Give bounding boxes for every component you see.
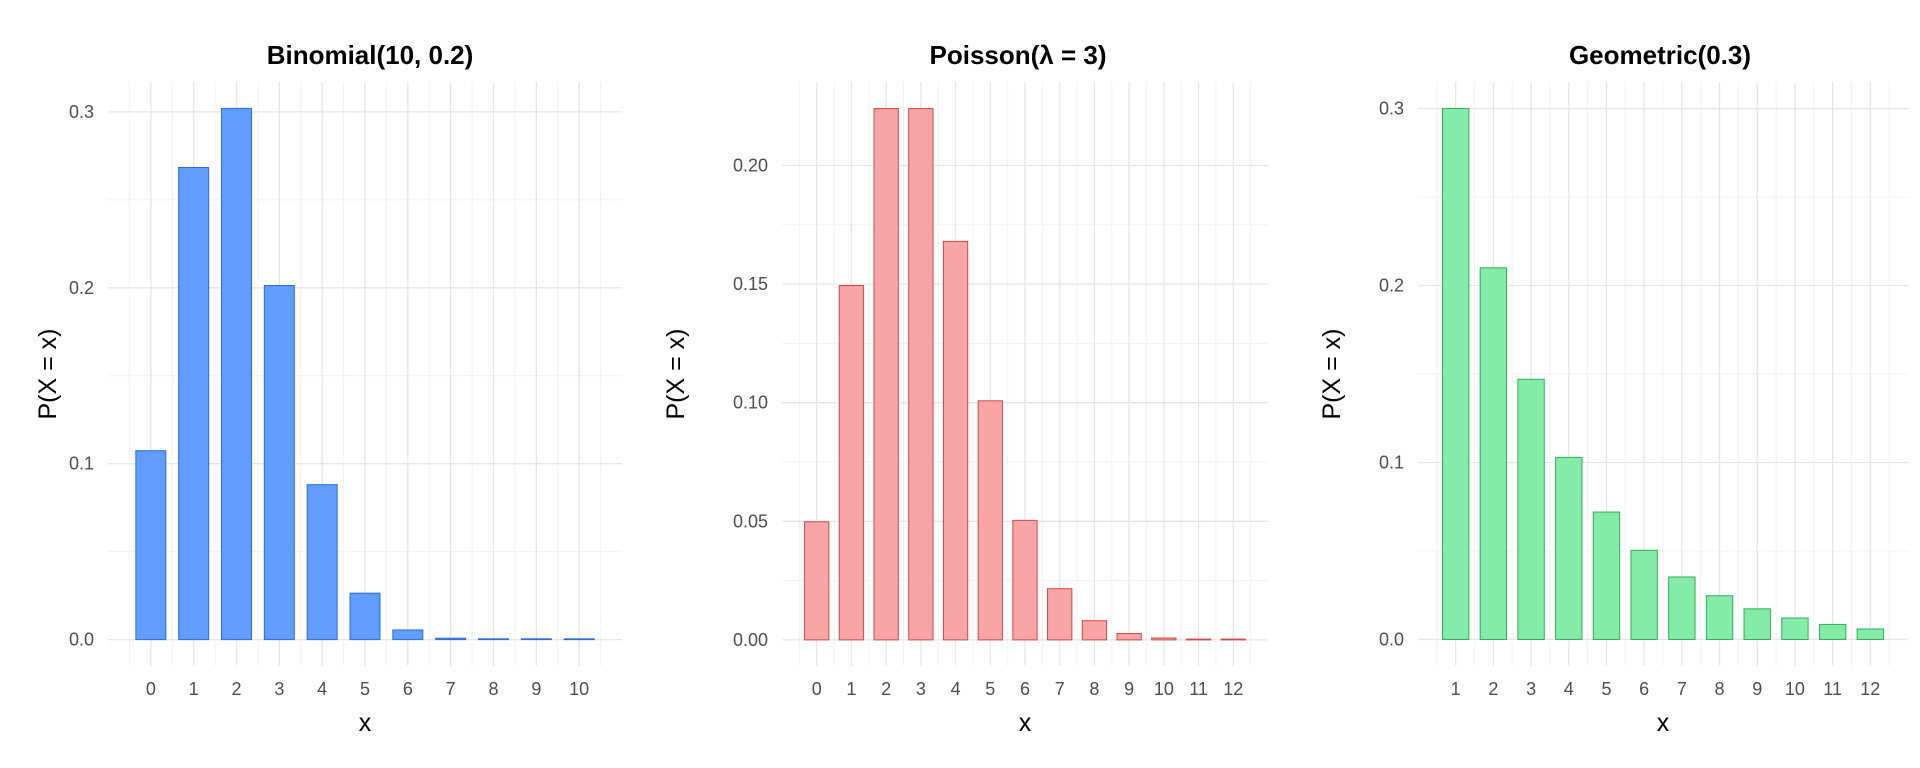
- bar-8: [478, 638, 509, 641]
- y-tick-label: 0.15: [733, 274, 768, 294]
- y-tick-label: 0.1: [69, 454, 94, 474]
- y-tick-label: 0.2: [1379, 276, 1404, 296]
- x-tick-label: 6: [403, 679, 413, 699]
- x-tick-label: 10: [1154, 679, 1174, 699]
- x-tick-label: 7: [1055, 679, 1065, 699]
- bar-1: [178, 166, 210, 641]
- x-tick-label: 9: [1752, 679, 1762, 699]
- bar-7: [1668, 576, 1696, 640]
- bar-8: [1705, 595, 1734, 640]
- y-tick-label: 0.2: [69, 278, 94, 298]
- x-axis-title: x: [1019, 709, 1032, 737]
- bar-5: [977, 400, 1003, 641]
- bar-10: [1781, 617, 1809, 640]
- x-tick-label: 9: [1124, 679, 1134, 699]
- bar-0: [135, 450, 167, 641]
- panel-title: Binomial(10, 0.2): [267, 40, 474, 70]
- bar-6: [1012, 519, 1038, 641]
- x-tick-label: 12: [1860, 679, 1880, 699]
- bar-11: [1818, 623, 1847, 640]
- y-axis-title: P(X = x): [34, 329, 62, 420]
- x-tick-label: 0: [812, 679, 822, 699]
- bar-4: [942, 240, 969, 641]
- x-tick-label: 5: [360, 679, 370, 699]
- bar-5: [1592, 511, 1621, 640]
- bar-6: [392, 629, 424, 641]
- x-tick-label: 7: [1677, 679, 1687, 699]
- bar-6: [1630, 549, 1658, 640]
- bar-10: [1151, 637, 1177, 641]
- panel-title: Poisson(λ = 3): [930, 40, 1107, 70]
- x-tick-label: 11: [1189, 679, 1208, 699]
- x-tick-label: 5: [985, 679, 995, 699]
- y-tick-label: 0.3: [1379, 99, 1404, 119]
- x-tick-label: 1: [189, 679, 199, 699]
- bar-7: [435, 637, 467, 641]
- x-tick-label: 2: [1488, 679, 1498, 699]
- bar-3: [263, 285, 295, 641]
- y-axis-title: P(X = x): [662, 329, 690, 420]
- bar-8: [1081, 620, 1108, 641]
- y-axis-title: P(X = x): [1318, 329, 1346, 420]
- panel-2: 0.000.050.100.150.200 1 2 3 4 5 6 7 8 9 10 11 12Pois…: [662, 40, 1268, 737]
- bar-9: [1116, 633, 1142, 641]
- x-tick-label: 7: [446, 679, 456, 699]
- x-tick-label: 10: [1785, 679, 1805, 699]
- bar-9: [1743, 608, 1771, 640]
- bar-4: [1555, 456, 1583, 640]
- x-tick-label: 9: [531, 679, 541, 699]
- bar-3: [1517, 378, 1545, 640]
- x-tick-label: 6: [1020, 679, 1030, 699]
- y-tick-label: 0.05: [733, 511, 768, 531]
- bar-2: [221, 107, 252, 641]
- y-tick-label: 0.0: [1379, 629, 1404, 649]
- x-tick-label: 6: [1639, 679, 1649, 699]
- x-tick-label: 2: [881, 679, 891, 699]
- bar-12: [1856, 628, 1884, 640]
- y-tick-label: 0.20: [733, 155, 768, 175]
- panel-title: Geometric(0.3): [1569, 40, 1751, 70]
- x-tick-label: 0: [146, 679, 156, 699]
- bar-2: [873, 108, 899, 641]
- panel-3: 0.00.10.20.31 2 3 4 5 6 7 8 9 10 11 12Geometric(0.3…: [1318, 40, 1908, 737]
- x-tick-label: 2: [231, 679, 241, 699]
- bar-4: [306, 484, 338, 641]
- x-tick-label: 1: [1451, 679, 1461, 699]
- bar-1: [1442, 108, 1470, 640]
- x-axis-title: x: [1657, 709, 1670, 737]
- bar-5: [349, 592, 381, 641]
- bar-7: [1047, 588, 1073, 641]
- x-tick-label: 8: [1089, 679, 1099, 699]
- y-tick-label: 0.00: [733, 630, 768, 650]
- x-tick-label: 4: [1564, 679, 1574, 699]
- y-tick-label: 0.10: [733, 393, 768, 413]
- x-tick-label: 10: [569, 679, 589, 699]
- y-tick-label: 0.1: [1379, 452, 1404, 472]
- x-tick-label: 12: [1223, 679, 1243, 699]
- x-tick-label: 8: [488, 679, 498, 699]
- bar-11: [1185, 638, 1212, 641]
- bar-1: [838, 285, 865, 641]
- x-axis-title: x: [359, 709, 372, 737]
- x-tick-label: 3: [274, 679, 284, 699]
- bar-3: [908, 108, 934, 641]
- bar-0: [804, 521, 830, 641]
- bar-2: [1479, 267, 1508, 640]
- y-tick-label: 0.0: [69, 630, 94, 650]
- x-tick-label: 4: [951, 679, 961, 699]
- x-tick-label: 8: [1715, 679, 1725, 699]
- x-tick-label: 3: [1526, 679, 1536, 699]
- x-tick-label: 5: [1601, 679, 1611, 699]
- x-tick-label: 1: [846, 679, 856, 699]
- x-tick-label: 4: [317, 679, 327, 699]
- x-tick-label: 11: [1823, 679, 1842, 699]
- y-tick-label: 0.3: [69, 102, 94, 122]
- bar-9: [520, 638, 552, 641]
- bar-10: [563, 638, 595, 641]
- x-tick-label: 3: [916, 679, 926, 699]
- panel-1: 0.0 0.1 0.2 0.3 0 1 2 3 4 5 6 7 8 9 10 Binomial(10, 0.2…: [34, 40, 622, 737]
- bar-12: [1220, 638, 1246, 641]
